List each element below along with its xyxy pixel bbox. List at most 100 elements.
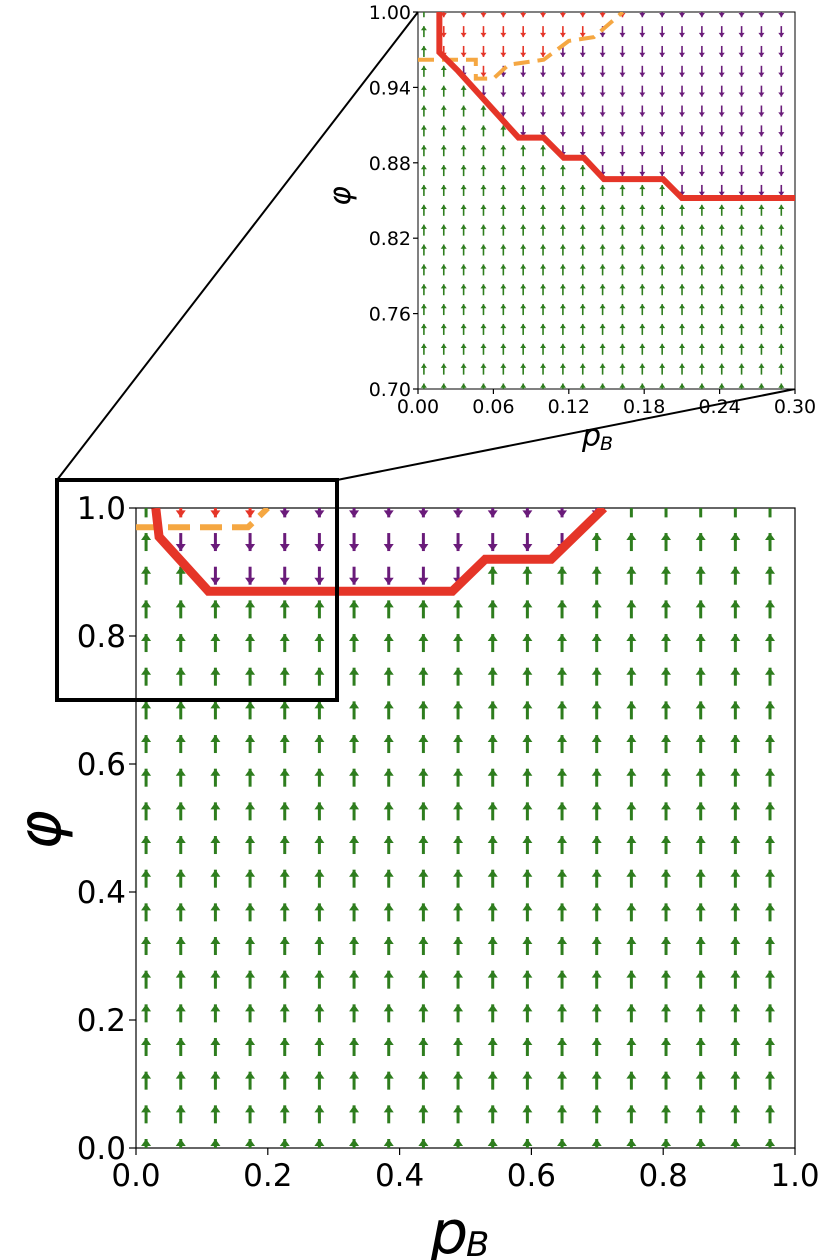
main-arrow xyxy=(279,701,290,720)
main-arrow-head xyxy=(383,903,394,911)
inset-arrow xyxy=(559,12,566,18)
main-arrow xyxy=(730,768,741,787)
main-arrow-head xyxy=(349,510,360,518)
inset-arrow xyxy=(698,45,705,57)
main-arrow xyxy=(141,735,152,754)
main-arrow-head xyxy=(730,667,741,675)
main-arrow xyxy=(141,667,152,686)
inset-arrow xyxy=(659,284,666,296)
inset-arrow xyxy=(758,363,765,375)
main-arrow-head xyxy=(730,1004,741,1012)
main-arrow-head xyxy=(765,869,776,877)
inset-arrow xyxy=(758,105,765,117)
main-arrow xyxy=(418,836,429,855)
inset-arrow-head xyxy=(659,323,666,329)
main-arrow-head xyxy=(591,937,602,945)
inset-arrow xyxy=(659,204,666,216)
inset-arrow-head xyxy=(420,244,427,249)
inset-arrow-head xyxy=(460,85,467,90)
inset-arrow xyxy=(440,85,447,97)
inset-arrow xyxy=(679,125,686,137)
main-arrow xyxy=(314,1105,325,1124)
inset-arrow xyxy=(718,284,725,296)
inset-arrow-head xyxy=(738,171,745,177)
main-arrow-head xyxy=(349,937,360,945)
inset-arrow-head xyxy=(480,204,487,210)
inset-arrow-head xyxy=(480,323,487,329)
inset-arrow xyxy=(480,264,487,276)
inset-arrow xyxy=(420,125,427,137)
inset-arrow xyxy=(559,125,566,137)
inset-arrow-head xyxy=(738,204,745,210)
inset-arrow xyxy=(480,343,487,355)
main-arrow xyxy=(487,508,498,518)
main-arrow xyxy=(141,768,152,787)
inset-arrow xyxy=(619,224,626,236)
inset-arrow xyxy=(420,304,427,316)
main-y-label: φ xyxy=(5,810,75,850)
inset-arrow-head xyxy=(520,165,527,170)
inset-arrow xyxy=(420,343,427,355)
main-arrow-head xyxy=(591,768,602,776)
inset-y-tick-label: 0.88 xyxy=(369,153,411,175)
inset-arrow-head xyxy=(778,284,785,289)
inset-arrow-head xyxy=(420,145,427,150)
inset-arrow xyxy=(440,224,447,236)
main-arrow xyxy=(661,869,672,888)
inset-arrow-head xyxy=(500,184,507,190)
main-arrow xyxy=(699,508,703,518)
main-arrow xyxy=(626,634,637,653)
main-arrow-head xyxy=(245,600,256,608)
main-arrow xyxy=(279,802,290,821)
main-arrow-head xyxy=(730,499,740,506)
main-arrow xyxy=(626,735,637,754)
main-arrow-head xyxy=(349,577,360,585)
main-arrow xyxy=(349,937,360,956)
main-arrow xyxy=(591,903,602,922)
inset-arrow-head xyxy=(778,132,785,137)
main-arrow-head xyxy=(210,544,221,552)
inset-arrow-head xyxy=(758,363,765,368)
inset-arrow-head xyxy=(718,264,725,269)
inset-arrow xyxy=(559,105,566,117)
main-arrow-head xyxy=(175,544,186,552)
main-arrow-head xyxy=(626,701,637,709)
inset-arrow-head xyxy=(659,224,666,229)
inset-arrow xyxy=(520,264,527,276)
inset-arrow xyxy=(440,145,447,157)
main-arrow-head xyxy=(695,802,706,810)
inset-arrow xyxy=(778,184,785,196)
inset-arrow-head xyxy=(599,204,606,210)
inset-arrow xyxy=(698,65,705,77)
main-arrow-head xyxy=(210,869,221,877)
main-arrow-head xyxy=(487,937,498,945)
inset-arrow-head xyxy=(500,224,507,229)
main-arrow xyxy=(695,937,706,956)
main-arrow xyxy=(418,869,429,888)
inset-arrow xyxy=(579,304,586,316)
inset-arrow xyxy=(659,264,666,276)
inset-arrow-head xyxy=(718,284,725,289)
main-arrow xyxy=(522,1105,533,1124)
inset-arrow xyxy=(579,224,586,236)
inset-arrow-head xyxy=(500,32,507,38)
main-arrow xyxy=(765,802,776,821)
main-arrow xyxy=(314,1004,325,1023)
main-arrow xyxy=(765,1139,776,1148)
inset-arrow-head xyxy=(639,284,646,289)
inset-x-label-text: p xyxy=(581,419,601,454)
inset-arrow-head xyxy=(758,284,765,289)
main-arrow-head xyxy=(418,577,429,585)
main-arrow xyxy=(210,802,221,821)
inset-arrow-head xyxy=(679,92,686,97)
inset-arrow xyxy=(520,383,527,389)
main-arrow xyxy=(557,566,568,585)
main-arrow-head xyxy=(661,802,672,810)
inset-arrow xyxy=(599,224,606,236)
inset-arrow xyxy=(440,264,447,276)
main-arrow xyxy=(695,970,706,989)
inset-arrow-head xyxy=(480,13,487,18)
main-arrow xyxy=(557,508,568,518)
main-arrow xyxy=(522,566,533,585)
inset-arrow-head xyxy=(579,204,586,210)
